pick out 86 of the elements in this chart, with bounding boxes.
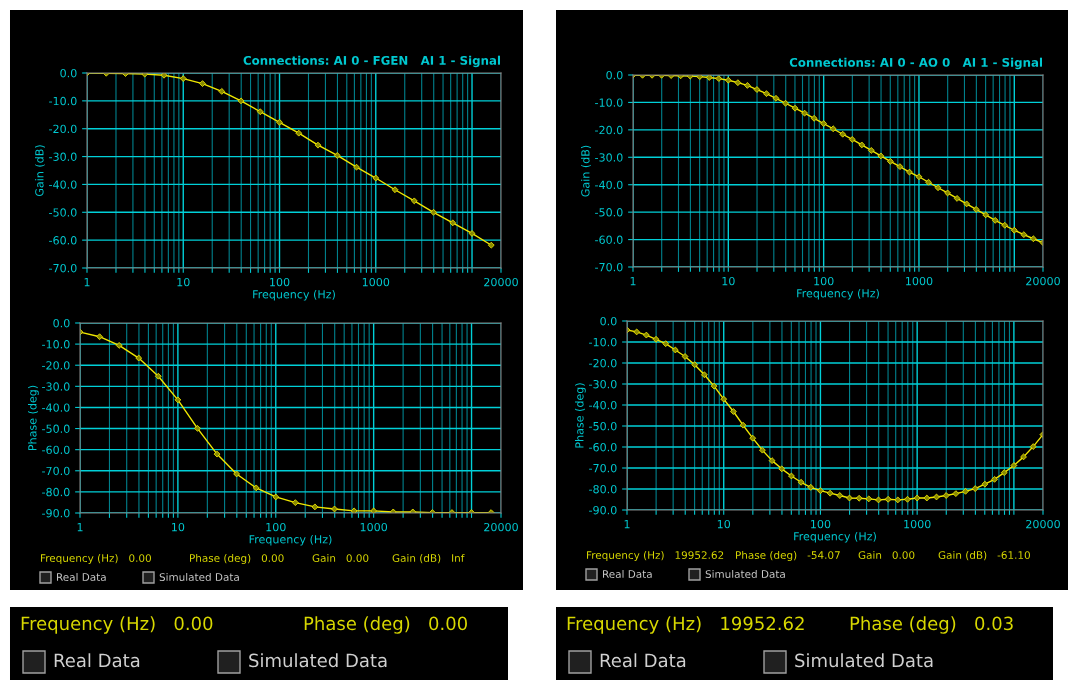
y-tick-label: -60.0 [42,445,70,455]
x-axis-title: Frequency (Hz) [794,531,876,543]
text: Frequency (Hz) 19952.62 [567,616,804,634]
text: Gain (dB) -61.10 [938,550,1030,561]
y-axis-title: Phase (deg) [28,385,39,451]
x-tick-label: 20000 [1026,519,1060,529]
y-tick-label: -20.0 [49,124,77,134]
y-tick-label: -60.0 [595,235,623,244]
x-tick-label: 10 [722,276,735,286]
x-tick-label: 20000 [1026,276,1060,286]
text: Real Data [57,572,106,582]
text: Simulated Data [249,653,387,668]
y-tick-label: 0.0 [53,318,70,328]
text: Gain 0.00 [312,553,369,563]
text: Frequency (Hz) 0.00 [41,553,151,565]
y-tick-label: 0.0 [600,316,617,326]
y-tick-label: -20.0 [589,358,617,368]
x-tick-label: 100 [811,519,831,529]
text: Phase (deg) 0.00 [304,616,467,634]
chart-title: Connections: AI 0 - AO 0 AI 1 - Signal [789,57,1043,70]
y-tick-label: -10.0 [42,340,70,349]
text: Phase (deg) 0.00 [190,553,284,565]
text: Phase (deg) 0.03 [850,616,1013,634]
y-tick-label: -80.0 [42,487,70,497]
x-tick-label: 20000 [484,522,518,532]
text: Real Data [54,653,140,668]
y-tick-label: -30.0 [589,379,617,389]
chart-title: Connections: AI 0 - FGEN AI 1 - Signal [243,55,501,68]
x-tick-label: 1 [624,520,630,529]
y-axis-title: Gain (dB) [35,145,45,197]
y-tick-label: -30.0 [49,152,77,161]
y-tick-label: -20.0 [595,125,623,135]
text: Frequency (Hz) 0.00 [21,616,213,634]
y-axis-title: Gain (dB) [581,145,591,197]
y-axis-title: Phase (deg) [575,383,586,448]
x-tick-label: 1 [77,523,83,532]
x-tick-label: 10 [172,522,185,532]
y-tick-label: -60.0 [589,442,617,452]
y-tick-label: -20.0 [42,361,70,370]
y-tick-label: -40.0 [42,403,70,412]
text: Frequency (Hz) 19952.62 [587,550,724,562]
y-tick-label: -10.0 [595,98,623,107]
x-axis-title: Frequency (Hz) [249,534,332,546]
x-tick-label: 1000 [906,276,933,286]
y-tick-label: -40.0 [49,180,77,189]
y-tick-label: -50.0 [49,208,77,217]
x-tick-label: 1000 [360,522,388,532]
y-tick-label: -70.0 [595,262,623,272]
text: Real Data [603,569,652,579]
x-axis-title: Frequency (Hz) [797,288,879,300]
x-tick-label: 10 [717,519,731,529]
y-tick-label: 0.0 [606,70,623,80]
y-tick-label: -50.0 [595,208,623,217]
x-tick-label: 1000 [904,519,931,529]
y-tick-label: -70.0 [42,466,70,476]
x-tick-label: 100 [814,276,834,286]
y-tick-label: -40.0 [589,400,617,410]
y-tick-label: -40.0 [595,180,623,190]
text: Gain (dB) Inf [392,553,465,564]
y-tick-label: 0.0 [60,68,77,78]
text: Real Data [600,653,686,668]
x-tick-label: 100 [270,277,290,287]
y-tick-label: -30.0 [595,153,623,162]
x-axis-title: Frequency (Hz) [253,289,335,301]
text: Gain 0.00 [858,550,915,560]
y-tick-label: -50.0 [42,424,70,433]
x-tick-label: 1000 [362,277,390,287]
y-tick-label: -70.0 [49,263,77,273]
y-tick-label: -90.0 [589,505,617,515]
x-tick-label: 10 [177,277,190,287]
y-tick-label: -90.0 [42,508,70,518]
x-tick-label: 100 [266,522,286,532]
y-tick-label: -80.0 [589,484,617,494]
x-tick-label: 1 [630,277,636,286]
y-tick-label: -10.0 [589,337,617,347]
y-tick-label: -60.0 [49,236,77,245]
text: Simulated Data [795,653,933,668]
y-tick-label: -10.0 [49,96,77,106]
y-tick-label: -50.0 [589,421,617,431]
text: Simulated Data [159,572,239,582]
y-tick-label: -30.0 [42,382,70,391]
y-tick-label: -70.0 [589,463,617,473]
x-tick-label: 20000 [484,277,518,287]
x-tick-label: 1 [84,278,90,287]
text: Simulated Data [705,569,785,579]
text: Phase (deg) -54.07 [736,550,840,562]
